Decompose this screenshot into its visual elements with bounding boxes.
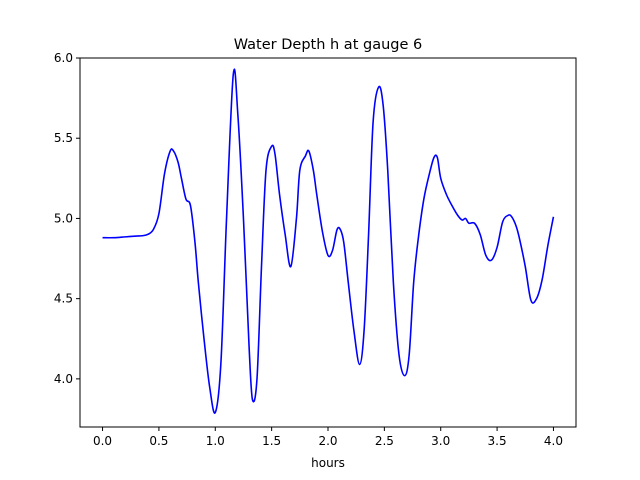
x-tick-label: 0.5 xyxy=(149,434,168,448)
series-line xyxy=(102,68,555,414)
y-tick-label: 6.0 xyxy=(54,51,73,65)
x-tick-label: 0.0 xyxy=(93,434,112,448)
y-tick-label: 5.0 xyxy=(54,211,73,225)
x-tick-label: 2.5 xyxy=(375,434,394,448)
x-tick-label: 1.5 xyxy=(262,434,281,448)
chart-title: Water Depth h at gauge 6 xyxy=(234,37,422,53)
y-tick-label: 5.5 xyxy=(54,131,73,145)
x-tick-label: 4.0 xyxy=(544,434,563,448)
y-tick-label: 4.5 xyxy=(54,292,73,306)
x-tick-label: 3.5 xyxy=(488,434,507,448)
x-axis-label: hours xyxy=(311,456,345,470)
plot-area xyxy=(102,68,555,414)
x-tick-label: 1.0 xyxy=(206,434,225,448)
x-axis-ticks: 0.0 0.5 1.0 1.5 2.0 2.5 3.0 3.5 4.0 xyxy=(93,427,563,448)
x-tick-label: 3.0 xyxy=(431,434,450,448)
y-tick-label: 4.0 xyxy=(54,372,73,386)
axes-frame xyxy=(79,57,577,428)
x-tick-label: 2.0 xyxy=(318,434,337,448)
y-axis-ticks: 4.0 4.5 5.0 5.5 6.0 xyxy=(54,51,80,386)
